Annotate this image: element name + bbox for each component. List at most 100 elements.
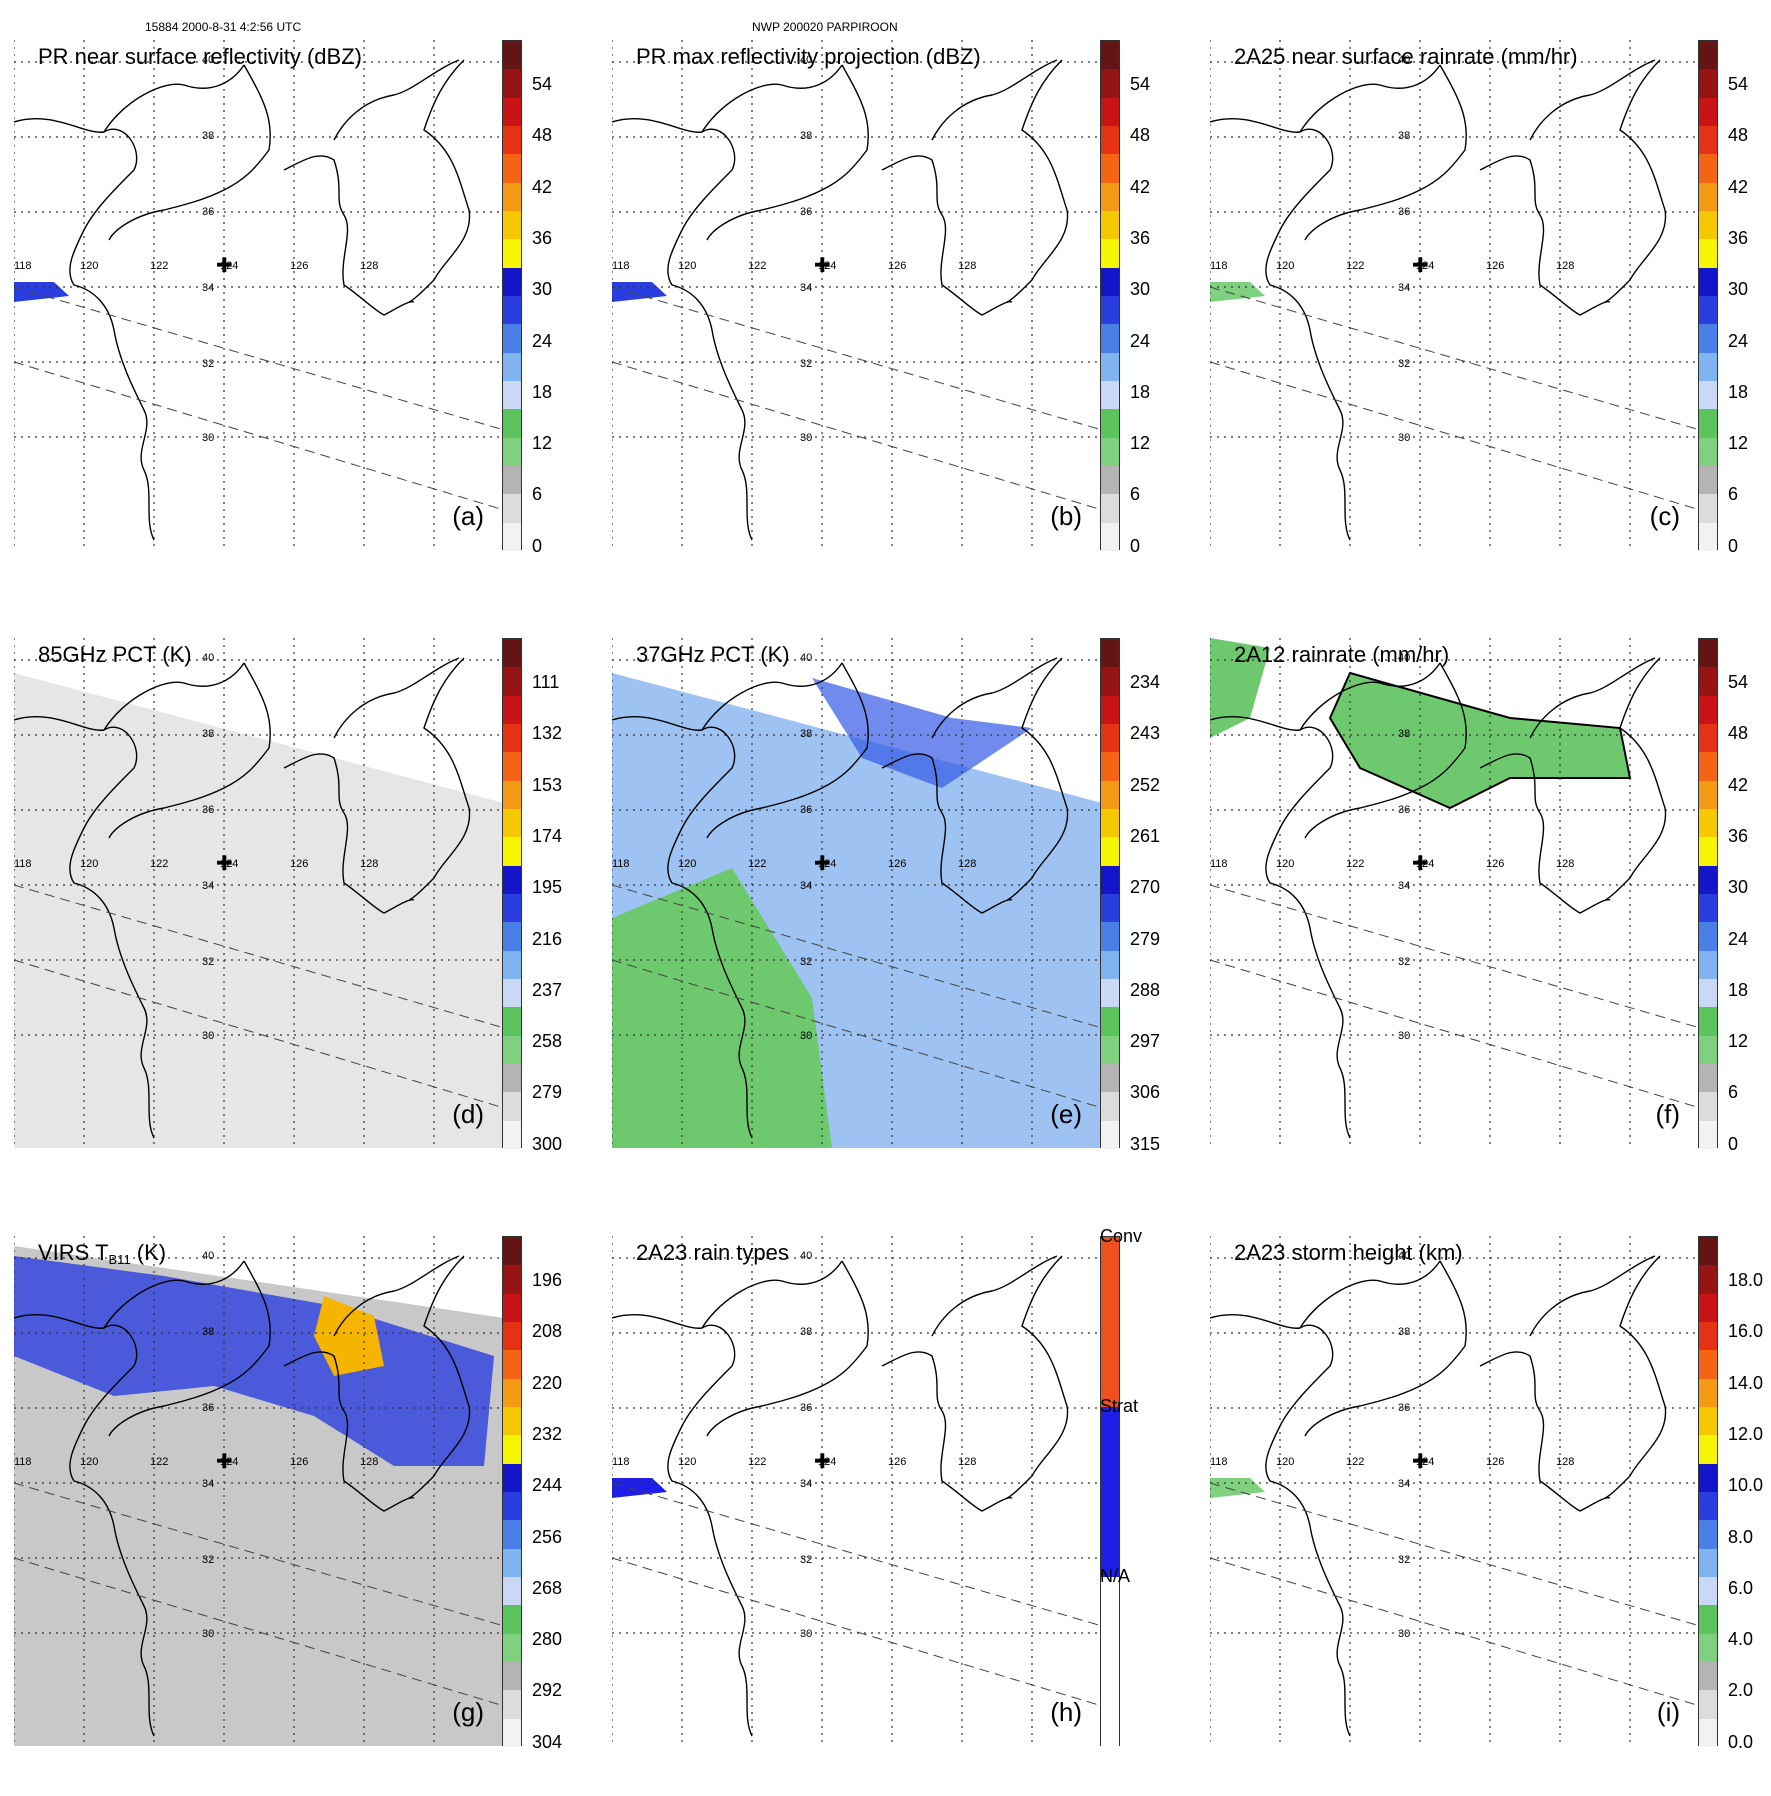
colorbar-segment [503,267,521,296]
colorbar-segment [1101,893,1119,923]
colorbar-segment [1101,1035,1119,1064]
colorbar-segment [1101,1577,1119,1747]
lat-label: 32 [1398,358,1411,370]
header-center: NWP 200020 PARPIROON [752,20,898,34]
colorbar-tick: 12 [1728,433,1749,454]
colorbar-tick: 6 [1728,1082,1739,1103]
colorbar-segment [1101,125,1119,155]
lat-label: 36 [202,206,215,218]
colorbar-tick: 30 [1130,279,1151,300]
colorbar-segment [503,1605,521,1634]
center-cross-icon: ✚ [814,851,831,875]
map-canvas: ✚ [14,638,504,1148]
colorbar-segment [503,865,521,894]
colorbar-tick: 12 [1130,433,1151,454]
title-subscript: B11 [108,1252,131,1267]
rain-cell [612,282,667,302]
colorbar-segment [503,1265,521,1294]
colorbar-tick: 300 [532,1133,563,1154]
colorbar [1100,40,1120,551]
colorbar-tick: 42 [1728,176,1749,197]
colorbar-segment [1101,808,1119,838]
colorbar-segment [1699,1576,1717,1606]
colorbar-segment [1101,182,1119,211]
colorbar-segment [503,978,521,1008]
coastline [881,59,1069,316]
colorbar-segment [1699,1035,1717,1064]
lon-label: 122 [748,1456,767,1468]
colorbar-segment [1699,437,1717,466]
lon-label: 128 [1556,1456,1575,1468]
colorbar-segment [503,950,521,979]
colorbar-tick: 18 [1728,979,1749,1000]
lat-label: 34 [800,880,813,892]
lon-label: 124 [818,858,837,870]
colorbar-segment [1101,1007,1119,1036]
colorbar-segment [1101,239,1119,268]
colorbar-segment [503,182,521,211]
map-e: ✚ 40 38 36 34 32 30 118 120 122 124 126 128 37GHz PCT… [612,638,1102,1148]
colorbar-tick: 36 [1728,825,1749,846]
colorbar-segment [1699,1548,1717,1577]
colorbar-tick: 0 [1130,535,1141,556]
title-main: VIRS T [38,1240,109,1265]
coastline [1479,657,1667,914]
colorbar-segment [503,494,521,523]
colorbar-segment [503,1690,521,1719]
lat-label: 38 [800,130,813,142]
colorbar [1100,638,1120,1149]
colorbar-tick: 261 [1130,825,1161,846]
colorbar-tick: 42 [1130,176,1151,197]
colorbar-segment [1699,1718,1717,1747]
colorbar [1100,1236,1120,1747]
colorbar-tick: 54 [1130,74,1151,94]
swath-edge [1210,1557,1700,1707]
colorbar-tick: 12 [532,433,553,454]
colorbar-segment [503,1293,521,1322]
colorbar-tick: 243 [1130,723,1161,744]
lon-label: 120 [80,858,99,870]
lon-label: 128 [360,1456,379,1468]
colorbar-segment [503,1237,521,1266]
colorbar-tick: 42 [532,176,553,197]
lat-label: 36 [202,1402,215,1414]
colorbar-segment [1699,1378,1717,1407]
colorbar-segment [1101,978,1119,1008]
lat-label: 38 [1398,130,1411,142]
lat-label: 30 [800,432,813,444]
map-a: ✚ 40 38 36 34 32 30 118 120 122 124 126 128 PR near s… [14,40,504,550]
title-tail: (K) [130,1240,167,1265]
colorbar-segment [503,1548,521,1577]
colorbar-segment [1101,267,1119,296]
colorbar-segment [1101,41,1119,70]
panel-title: 2A25 near surface rainrate (mm/hr) [1234,44,1578,69]
colorbar-tick: 18.0 [1728,1270,1764,1290]
colorbar-segment [1699,950,1717,979]
lon-label: 120 [1276,260,1295,272]
colorbar-tick: 54 [1728,74,1749,94]
coastline [283,657,471,914]
lat-label: 30 [800,1030,813,1042]
lat-label: 36 [800,1402,813,1414]
center-cross-icon: ✚ [1412,851,1429,875]
center-cross-icon: ✚ [814,1449,831,1473]
map-canvas: ✚ [612,638,1102,1148]
map-i: ✚ 40 38 36 34 32 30 118 120 122 124 126 128 2A23 stor… [1210,1236,1700,1746]
lat-label: 34 [202,880,215,892]
colorbar-segment [1699,1520,1717,1549]
colorbar-segment [1101,1120,1119,1149]
colorbar-tick: Strat [1100,1396,1139,1416]
lon-label: 124 [818,1456,837,1468]
map-canvas: ✚ [14,1236,504,1746]
lat-label: 40 [800,652,813,664]
lat-label: 32 [800,358,813,370]
colorbar-segment [503,1321,521,1351]
colorbar-segment [503,1491,521,1521]
panel-letter: (i) [1656,1697,1680,1727]
colorbar-segment [1699,295,1717,325]
colorbar-segment [1101,1407,1119,1577]
colorbar-segment [1699,1293,1717,1322]
colorbar-segment [1699,125,1717,155]
panel-letter: (a) [452,501,484,531]
lat-label: 30 [800,1628,813,1640]
